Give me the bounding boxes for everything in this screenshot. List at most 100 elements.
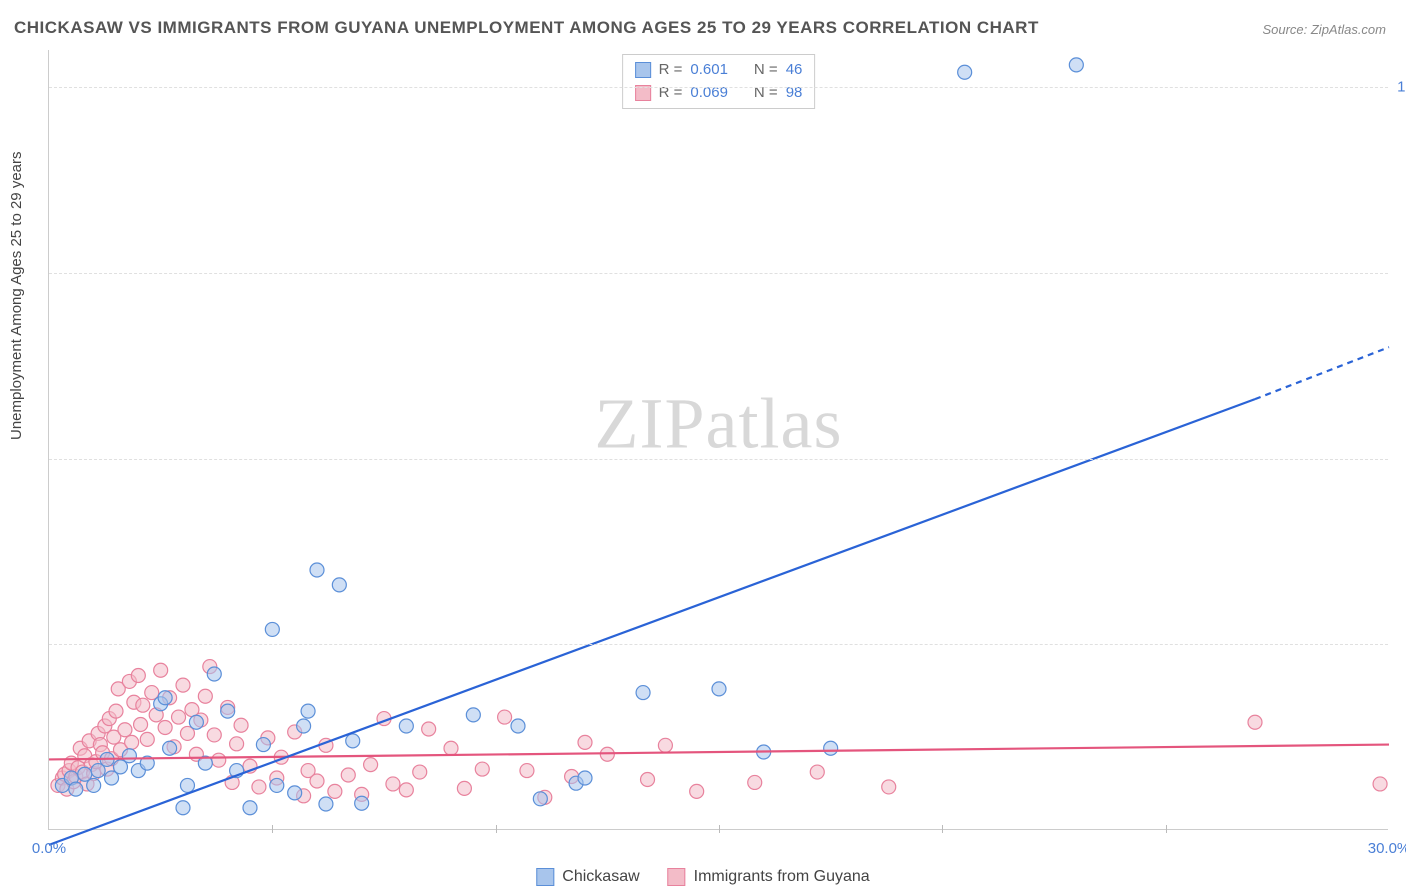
scatter-point <box>310 774 324 788</box>
gridline-h <box>49 459 1388 460</box>
plot-area: ZIPatlas R = 0.601 N = 46 R = 0.069 N = … <box>48 50 1388 830</box>
scatter-point <box>118 723 132 737</box>
xtick-minor <box>1166 825 1167 833</box>
ytick-label: 100.0% <box>1393 79 1406 96</box>
ytick-label: 25.0% <box>1393 636 1406 653</box>
scatter-point <box>355 796 369 810</box>
scatter-point <box>399 719 413 733</box>
legend-swatch-1 <box>536 868 554 886</box>
scatter-point <box>301 704 315 718</box>
legend-item-2: Immigrants from Guyana <box>668 868 870 886</box>
ytick-label: 50.0% <box>1393 450 1406 467</box>
scatter-point <box>520 764 534 778</box>
chart-title: CHICKASAW VS IMMIGRANTS FROM GUYANA UNEM… <box>14 18 1039 38</box>
scatter-point <box>243 801 257 815</box>
scatter-point <box>533 792 547 806</box>
scatter-point <box>310 563 324 577</box>
scatter-point <box>189 715 203 729</box>
xtick-minor <box>719 825 720 833</box>
scatter-point <box>154 663 168 677</box>
scatter-point <box>457 781 471 795</box>
scatter-point <box>122 749 136 763</box>
chart-svg <box>49 50 1388 829</box>
scatter-point <box>1069 58 1083 72</box>
legend-label-1: Chickasaw <box>562 868 639 886</box>
scatter-point <box>882 780 896 794</box>
scatter-point <box>163 741 177 755</box>
scatter-point <box>180 778 194 792</box>
scatter-point <box>658 738 672 752</box>
scatter-point <box>399 783 413 797</box>
scatter-point <box>1373 777 1387 791</box>
source-attribution: Source: ZipAtlas.com <box>1262 22 1386 37</box>
scatter-point <box>252 780 266 794</box>
scatter-point <box>810 765 824 779</box>
scatter-point <box>690 784 704 798</box>
scatter-point <box>288 786 302 800</box>
scatter-point <box>748 775 762 789</box>
scatter-point <box>198 689 212 703</box>
scatter-point <box>134 718 148 732</box>
ytick-label: 75.0% <box>1393 264 1406 281</box>
scatter-point <box>712 682 726 696</box>
xtick-minor <box>942 825 943 833</box>
series-legend: Chickasaw Immigrants from Guyana <box>536 868 869 886</box>
scatter-point <box>328 784 342 798</box>
scatter-point <box>958 65 972 79</box>
regression-line <box>49 745 1389 760</box>
scatter-point <box>332 578 346 592</box>
scatter-point <box>256 738 270 752</box>
scatter-point <box>498 710 512 724</box>
scatter-point <box>641 772 655 786</box>
scatter-point <box>140 732 154 746</box>
scatter-point <box>221 704 235 718</box>
scatter-point <box>578 735 592 749</box>
scatter-point <box>511 719 525 733</box>
scatter-point <box>265 622 279 636</box>
scatter-point <box>341 768 355 782</box>
xtick-minor <box>496 825 497 833</box>
scatter-point <box>270 778 284 792</box>
scatter-point <box>386 777 400 791</box>
scatter-point <box>234 718 248 732</box>
scatter-point <box>319 797 333 811</box>
scatter-point <box>1248 715 1262 729</box>
scatter-point <box>422 722 436 736</box>
scatter-point <box>444 741 458 755</box>
gridline-h <box>49 273 1388 274</box>
scatter-point <box>207 667 221 681</box>
y-axis-label: Unemployment Among Ages 25 to 29 years <box>8 151 25 440</box>
scatter-point <box>578 771 592 785</box>
gridline-h <box>49 644 1388 645</box>
scatter-point <box>212 753 226 767</box>
scatter-point <box>176 801 190 815</box>
scatter-point <box>466 708 480 722</box>
scatter-point <box>125 735 139 749</box>
scatter-point <box>136 698 150 712</box>
scatter-point <box>158 720 172 734</box>
scatter-point <box>413 765 427 779</box>
gridline-h <box>49 87 1388 88</box>
scatter-point <box>87 778 101 792</box>
scatter-point <box>158 691 172 705</box>
legend-label-2: Immigrants from Guyana <box>694 868 870 886</box>
xtick-minor <box>272 825 273 833</box>
source-prefix: Source: <box>1262 22 1310 37</box>
source-name: ZipAtlas.com <box>1311 22 1386 37</box>
regression-line-dashed <box>1255 347 1389 399</box>
legend-item-1: Chickasaw <box>536 868 639 886</box>
scatter-point <box>346 734 360 748</box>
scatter-point <box>131 668 145 682</box>
scatter-point <box>176 678 190 692</box>
scatter-point <box>109 704 123 718</box>
scatter-point <box>364 758 378 772</box>
scatter-point <box>636 686 650 700</box>
scatter-point <box>824 741 838 755</box>
scatter-point <box>230 737 244 751</box>
scatter-point <box>172 710 186 724</box>
xtick-label: 30.0% <box>1368 840 1406 857</box>
xtick-label: 0.0% <box>32 840 66 857</box>
scatter-point <box>297 719 311 733</box>
scatter-point <box>475 762 489 776</box>
scatter-point <box>207 728 221 742</box>
